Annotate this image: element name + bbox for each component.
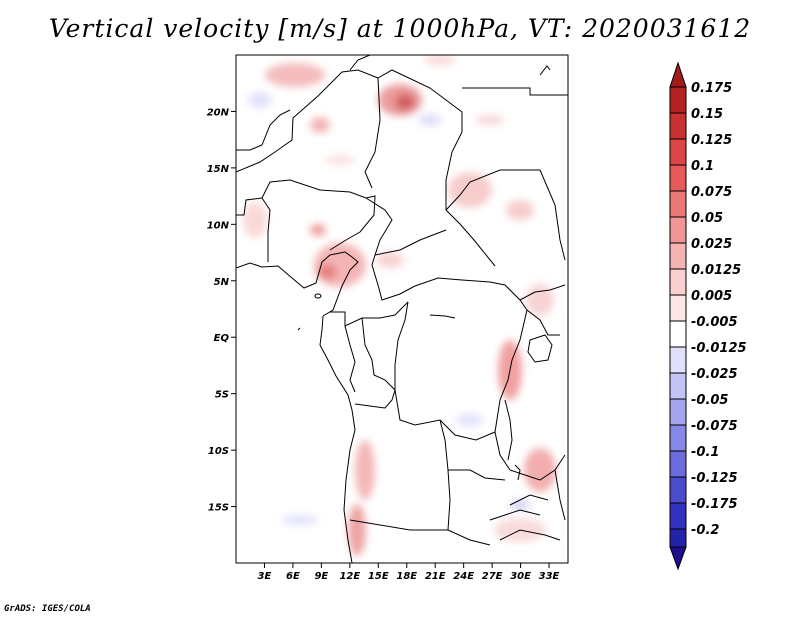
lon-label: 12E: [339, 571, 360, 582]
colorbar-top-arrow: [669, 61, 687, 88]
colorbar-segment: [669, 112, 687, 140]
credit-text: GrADS: IGES/COLA: [4, 604, 91, 614]
colorbar-segment: [669, 190, 687, 218]
colorbar-segment: [669, 476, 687, 504]
colorbar: 0.175 0.15 0.125 0.1 0.075 0.05 0.025 0.0125 0.0…: [669, 61, 747, 571]
lat-label: EQ: [214, 333, 230, 344]
colorbar-segment: [669, 502, 687, 530]
velocity-field: [243, 55, 556, 556]
lon-label: 6E: [286, 571, 300, 582]
colorbar-segment: [669, 138, 687, 166]
colorbar-label: 0.125: [691, 133, 732, 148]
colorbar-label: 0.15: [691, 107, 723, 122]
colorbar-label: 0.0125: [691, 263, 741, 278]
lon-label: 24E: [453, 571, 474, 582]
colorbar-segment: [669, 320, 687, 348]
colorbar-label: -0.075: [691, 419, 738, 434]
lat-label: 15S: [208, 503, 229, 514]
colorbar-segment: [669, 424, 687, 452]
lat-label: 10S: [208, 446, 229, 457]
colorbar-label: -0.05: [691, 393, 728, 408]
colorbar-label: -0.2: [691, 523, 719, 538]
colorbar-label: 0.1: [691, 159, 714, 174]
lon-label: 27E: [482, 571, 503, 582]
colorbar-segment: [669, 450, 687, 478]
colorbar-segment: [669, 268, 687, 296]
colorbar-label: -0.0125: [691, 341, 747, 356]
colorbar-label: -0.025: [691, 367, 738, 382]
lon-label: 33E: [539, 571, 560, 582]
map-title: Vertical velocity [m/s] at 1000hPa, VT: …: [48, 14, 752, 43]
colorbar-label: 0.075: [691, 185, 732, 200]
colorbar-segment: [669, 164, 687, 192]
lakes: [297, 65, 553, 481]
colorbar-label: 0.05: [691, 211, 723, 226]
lon-label: 3E: [258, 571, 272, 582]
lon-label: 15E: [368, 571, 389, 582]
lon-label: 9E: [314, 571, 328, 582]
colorbar-label: -0.125: [691, 471, 738, 486]
lon-label: 18E: [396, 571, 417, 582]
colorbar-label: -0.005: [691, 315, 738, 330]
lat-label: 15N: [207, 164, 230, 175]
colorbar-segment: [669, 528, 687, 548]
lon-label: 30E: [510, 571, 531, 582]
colorbar-segment: [669, 216, 687, 244]
colorbar-segment: [669, 346, 687, 374]
colorbar-segment: [669, 86, 687, 114]
colorbar-label: -0.175: [691, 497, 738, 512]
colorbar-segment: [669, 372, 687, 400]
colorbar-segment: [669, 294, 687, 322]
lat-label: 5S: [215, 390, 229, 401]
colorbar-label: 0.025: [691, 237, 732, 252]
lat-label: 20N: [207, 107, 230, 118]
lat-label: 5N: [214, 277, 230, 288]
colorbar-label: 0.005: [691, 289, 732, 304]
colorbar-segment: [669, 242, 687, 270]
colorbar-label: -0.1: [691, 445, 719, 460]
plot-frame: [235, 54, 569, 564]
lon-label: 21E: [425, 571, 446, 582]
colorbar-label: 0.175: [691, 81, 732, 96]
colorbar-bottom-arrow: [669, 546, 687, 571]
lat-label: 10N: [207, 220, 230, 231]
map-axes: 20N 15N 10N 5N EQ 5S 10S 15S 3E 6E 9E 12E 15E 18E 21E 2…: [207, 107, 560, 582]
country-borders: [236, 55, 568, 563]
colorbar-segment: [669, 398, 687, 426]
